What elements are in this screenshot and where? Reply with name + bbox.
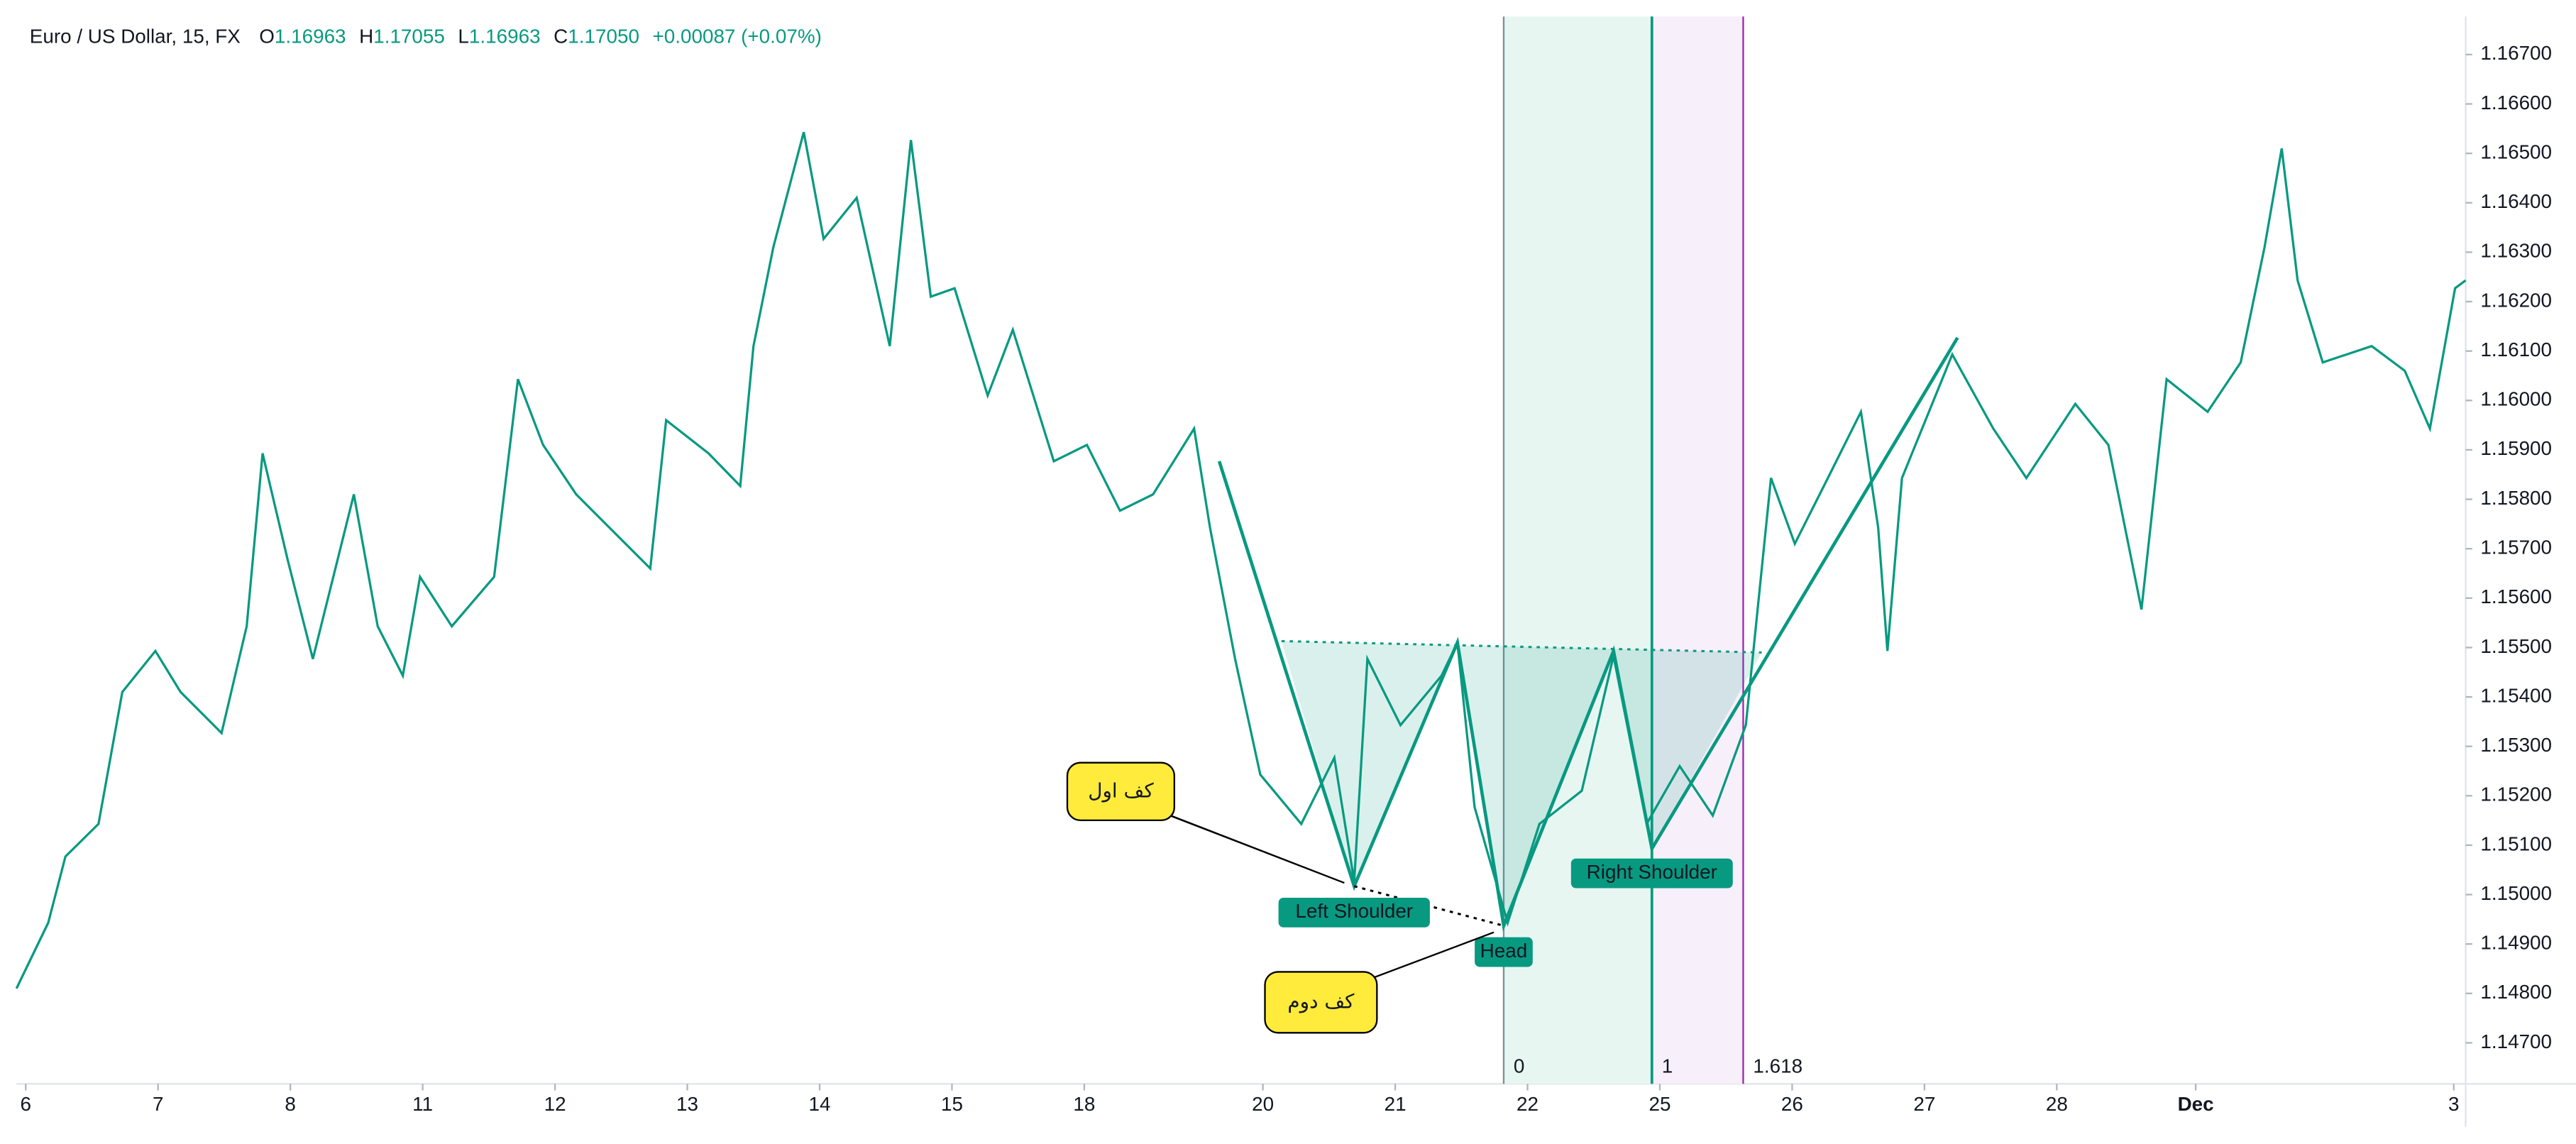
x-tick-label: 18: [1073, 1093, 1095, 1115]
y-tick-label: 1.15600: [2480, 585, 2552, 607]
y-tick-label: 1.15300: [2480, 734, 2552, 756]
ohlc-key: O: [259, 26, 275, 48]
x-tick-label: 11: [412, 1093, 433, 1115]
ohlc-key: L: [458, 26, 469, 48]
x-tick-label: Dec: [2178, 1093, 2214, 1115]
ohlc-key: C: [554, 26, 568, 48]
y-tick-label: 1.16200: [2480, 289, 2552, 311]
y-tick-label: 1.16600: [2480, 92, 2552, 114]
x-tick-label: 14: [809, 1093, 831, 1115]
y-tick-label: 1.16400: [2480, 190, 2552, 212]
fib-label: 1: [1662, 1055, 1673, 1077]
y-tick-label: 1.15200: [2480, 783, 2552, 805]
fib-zone: [1503, 16, 1652, 1084]
x-tick-label: 8: [285, 1093, 296, 1115]
legend-header: Euro / US Dollar, 15, FX O1.16963 H1.1705…: [30, 26, 822, 48]
y-tick-label: 1.15700: [2480, 537, 2552, 559]
x-tick-label: 28: [2046, 1093, 2068, 1115]
y-tick-label: 1.15500: [2480, 635, 2552, 657]
y-tick-label: 1.14700: [2480, 1030, 2552, 1052]
neckline: [1281, 639, 1762, 654]
y-tick-label: 1.15800: [2480, 487, 2552, 509]
fib-label: 0: [1514, 1055, 1525, 1077]
x-tick-label: 6: [21, 1093, 32, 1115]
x-tick-label: 7: [153, 1093, 164, 1115]
ohlc-key: H: [359, 26, 373, 48]
x-tick-label: 21: [1385, 1093, 1407, 1115]
x-tick-label: 13: [676, 1093, 698, 1115]
y-tick-label: 1.16000: [2480, 388, 2552, 410]
x-tick-label: 22: [1517, 1093, 1539, 1115]
callout-text: کف دوم: [1287, 989, 1355, 1013]
y-tick-label: 1.16700: [2480, 42, 2552, 64]
pattern-label-box: [1278, 897, 1430, 928]
y-tick-label: 1.15900: [2480, 437, 2552, 459]
y-tick-label: 1.16500: [2480, 141, 2552, 163]
ohlc-value: 1.16963: [275, 26, 346, 48]
callout-box: [1066, 761, 1176, 822]
pattern-fill: [1281, 641, 1762, 926]
pattern-label: Head: [1480, 940, 1528, 962]
x-tick-label: 27: [1913, 1093, 1935, 1115]
pattern-label: Left Shoulder: [1295, 900, 1413, 922]
y-tick-label: 1.14900: [2480, 932, 2552, 954]
callout-box: [1264, 971, 1378, 1034]
pattern-label-box: [1475, 937, 1533, 967]
x-tick-label: 12: [544, 1093, 566, 1115]
ohlc-value: 1.17055: [373, 26, 445, 48]
plot: 0 1 1.618 1.14700 1.14800 1.14900 1.15000 1.151…: [15, 16, 2552, 1115]
x-tick-label: 3: [2448, 1093, 2459, 1115]
price-line: [15, 131, 2467, 989]
y-tick-label: 1.16100: [2480, 339, 2552, 361]
ohlc-value: 1.17050: [568, 26, 639, 48]
x-tick-label: 20: [1252, 1093, 1274, 1115]
pattern-zigzag: [1217, 336, 1959, 933]
x-tick-label: 15: [941, 1093, 963, 1115]
callout-text: کف اول: [1088, 779, 1154, 802]
y-tick-label: 1.15000: [2480, 882, 2552, 904]
change: +0.00087 (+0.07%): [653, 26, 822, 48]
pattern-label-box: [1570, 858, 1733, 889]
x-tick-label: 25: [1648, 1093, 1670, 1115]
x-tick-label: 26: [1781, 1093, 1803, 1115]
pattern-label: Right Shoulder: [1587, 861, 1717, 883]
ohlc-value: 1.16963: [469, 26, 541, 48]
fib-label: 1.618: [1753, 1055, 1802, 1077]
fib-zone: [1651, 16, 1744, 1084]
y-tick-label: 1.16300: [2480, 240, 2552, 262]
symbol: Euro / US Dollar, 15, FX: [30, 26, 241, 48]
y-tick-label: 1.15400: [2480, 684, 2552, 706]
y-tick-label: 1.14800: [2480, 981, 2552, 1003]
y-tick-label: 1.15100: [2480, 832, 2552, 854]
